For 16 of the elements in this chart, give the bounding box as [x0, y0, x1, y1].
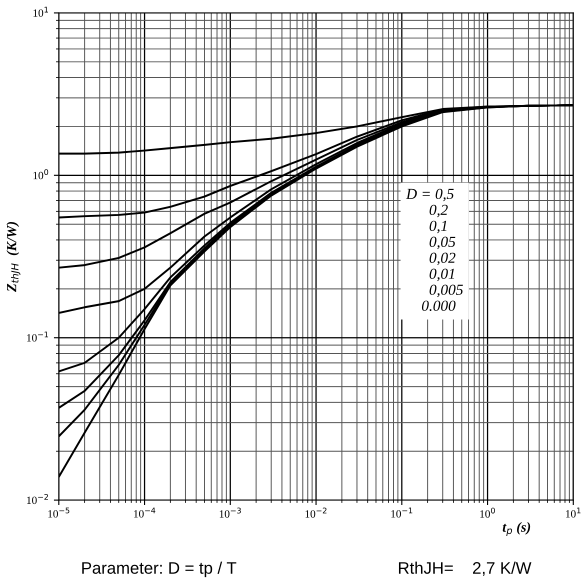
x-tick-label: 10$^{−3}$	[220, 508, 241, 518]
x-tick-label: 10$^{−2}$	[306, 508, 326, 518]
y-tick-label: 10$^{1}$	[34, 6, 48, 17]
x-tick-label: 10$^{1}$	[566, 508, 580, 518]
y-tick-label: 10$^{−2}$	[27, 494, 48, 504]
x-tick-label: 10$^{0}$	[480, 508, 495, 518]
annotation: D = 0,5 0,2 0,1 0,05 0,02 0,01 0,005 0.000	[406, 188, 463, 311]
text: Parameter: D = tp / T	[82, 562, 236, 578]
y-tick-label: 10$^{0}$	[34, 169, 48, 180]
x-axis-title: t$_{p}$ (s)	[502, 522, 530, 536]
y-tick-label: 10$^{−1}$	[27, 332, 48, 342]
x-tick-label: 10$^{−1}$	[391, 508, 412, 518]
x-tick-label: 10$^{−4}$	[134, 508, 156, 518]
text: RthJH= 2,7 K/W	[398, 562, 532, 576]
x-tick-label: 10$^{−5}$	[48, 508, 70, 518]
y-axis-title: Z$_{thJH}$ (K/W)	[6, 222, 20, 292]
